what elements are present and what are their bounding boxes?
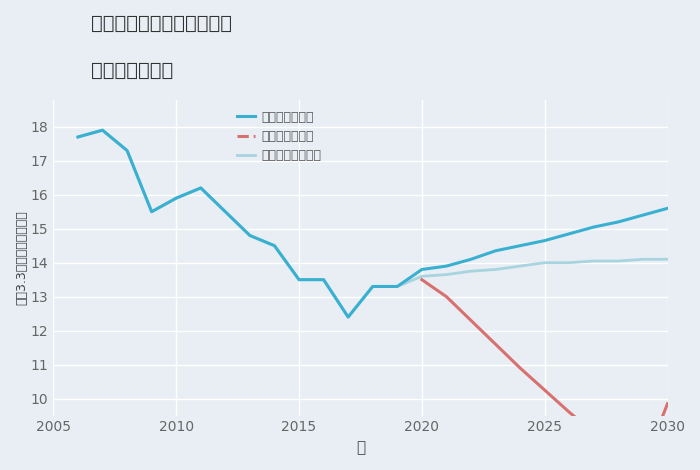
バッドシナリオ bbox=[418, 277, 426, 282]
グッドシナリオ bbox=[516, 243, 524, 249]
グッドシナリオ bbox=[664, 205, 672, 211]
ノーマルシナリオ bbox=[418, 274, 426, 279]
グッドシナリオ bbox=[418, 266, 426, 272]
ノーマルシナリオ bbox=[393, 284, 402, 290]
Y-axis label: 坪（3.3㎡）単価（万円）: 坪（3.3㎡）単価（万円） bbox=[15, 210, 28, 305]
グッドシナリオ bbox=[614, 219, 622, 225]
グッドシナリオ bbox=[540, 238, 549, 243]
ノーマルシナリオ bbox=[589, 258, 598, 264]
グッドシナリオ bbox=[197, 185, 205, 191]
ノーマルシナリオ bbox=[123, 148, 132, 153]
グッドシナリオ bbox=[442, 263, 451, 269]
グッドシナリオ bbox=[221, 209, 230, 214]
バッドシナリオ bbox=[516, 365, 524, 371]
ノーマルシナリオ bbox=[516, 263, 524, 269]
バッドシナリオ bbox=[442, 294, 451, 299]
Text: 土地の価格推移: 土地の価格推移 bbox=[91, 61, 174, 80]
グッドシナリオ bbox=[246, 233, 254, 238]
ノーマルシナリオ bbox=[638, 257, 647, 262]
Text: 三重県桑名市多度町美鹿の: 三重県桑名市多度町美鹿の bbox=[91, 14, 232, 33]
バッドシナリオ bbox=[638, 464, 647, 470]
ノーマルシナリオ bbox=[368, 284, 377, 290]
バッドシナリオ bbox=[614, 447, 622, 453]
グッドシナリオ bbox=[565, 231, 573, 236]
ノーマルシナリオ bbox=[246, 233, 254, 238]
バッドシナリオ bbox=[467, 318, 475, 323]
バッドシナリオ bbox=[540, 387, 549, 393]
ノーマルシナリオ bbox=[148, 209, 156, 214]
グッドシナリオ bbox=[589, 224, 598, 230]
Legend: グッドシナリオ, バッドシナリオ, ノーマルシナリオ: グッドシナリオ, バッドシナリオ, ノーマルシナリオ bbox=[232, 106, 327, 167]
ノーマルシナリオ bbox=[295, 277, 303, 282]
Line: バッドシナリオ: バッドシナリオ bbox=[422, 280, 668, 467]
Line: グッドシナリオ: グッドシナリオ bbox=[78, 130, 668, 317]
グッドシナリオ bbox=[295, 277, 303, 282]
グッドシナリオ bbox=[344, 314, 352, 320]
グッドシナリオ bbox=[74, 134, 82, 140]
X-axis label: 年: 年 bbox=[356, 440, 365, 455]
グッドシナリオ bbox=[270, 243, 279, 249]
グッドシナリオ bbox=[393, 284, 402, 290]
Line: ノーマルシナリオ: ノーマルシナリオ bbox=[78, 130, 668, 317]
グッドシナリオ bbox=[491, 248, 500, 254]
ノーマルシナリオ bbox=[540, 260, 549, 266]
ノーマルシナリオ bbox=[74, 134, 82, 140]
ノーマルシナリオ bbox=[664, 257, 672, 262]
ノーマルシナリオ bbox=[565, 260, 573, 266]
バッドシナリオ bbox=[565, 409, 573, 415]
グッドシナリオ bbox=[123, 148, 132, 153]
グッドシナリオ bbox=[98, 127, 106, 133]
グッドシナリオ bbox=[638, 212, 647, 218]
ノーマルシナリオ bbox=[197, 185, 205, 191]
ノーマルシナリオ bbox=[319, 277, 328, 282]
ノーマルシナリオ bbox=[491, 266, 500, 272]
バッドシナリオ bbox=[589, 430, 598, 435]
バッドシナリオ bbox=[664, 401, 672, 407]
グッドシナリオ bbox=[148, 209, 156, 214]
ノーマルシナリオ bbox=[344, 314, 352, 320]
ノーマルシナリオ bbox=[614, 258, 622, 264]
ノーマルシナリオ bbox=[270, 243, 279, 249]
バッドシナリオ bbox=[491, 341, 500, 347]
グッドシナリオ bbox=[368, 284, 377, 290]
グッドシナリオ bbox=[172, 196, 181, 201]
ノーマルシナリオ bbox=[442, 272, 451, 277]
グッドシナリオ bbox=[467, 257, 475, 262]
ノーマルシナリオ bbox=[98, 127, 106, 133]
ノーマルシナリオ bbox=[467, 268, 475, 274]
ノーマルシナリオ bbox=[221, 209, 230, 214]
グッドシナリオ bbox=[319, 277, 328, 282]
ノーマルシナリオ bbox=[172, 196, 181, 201]
